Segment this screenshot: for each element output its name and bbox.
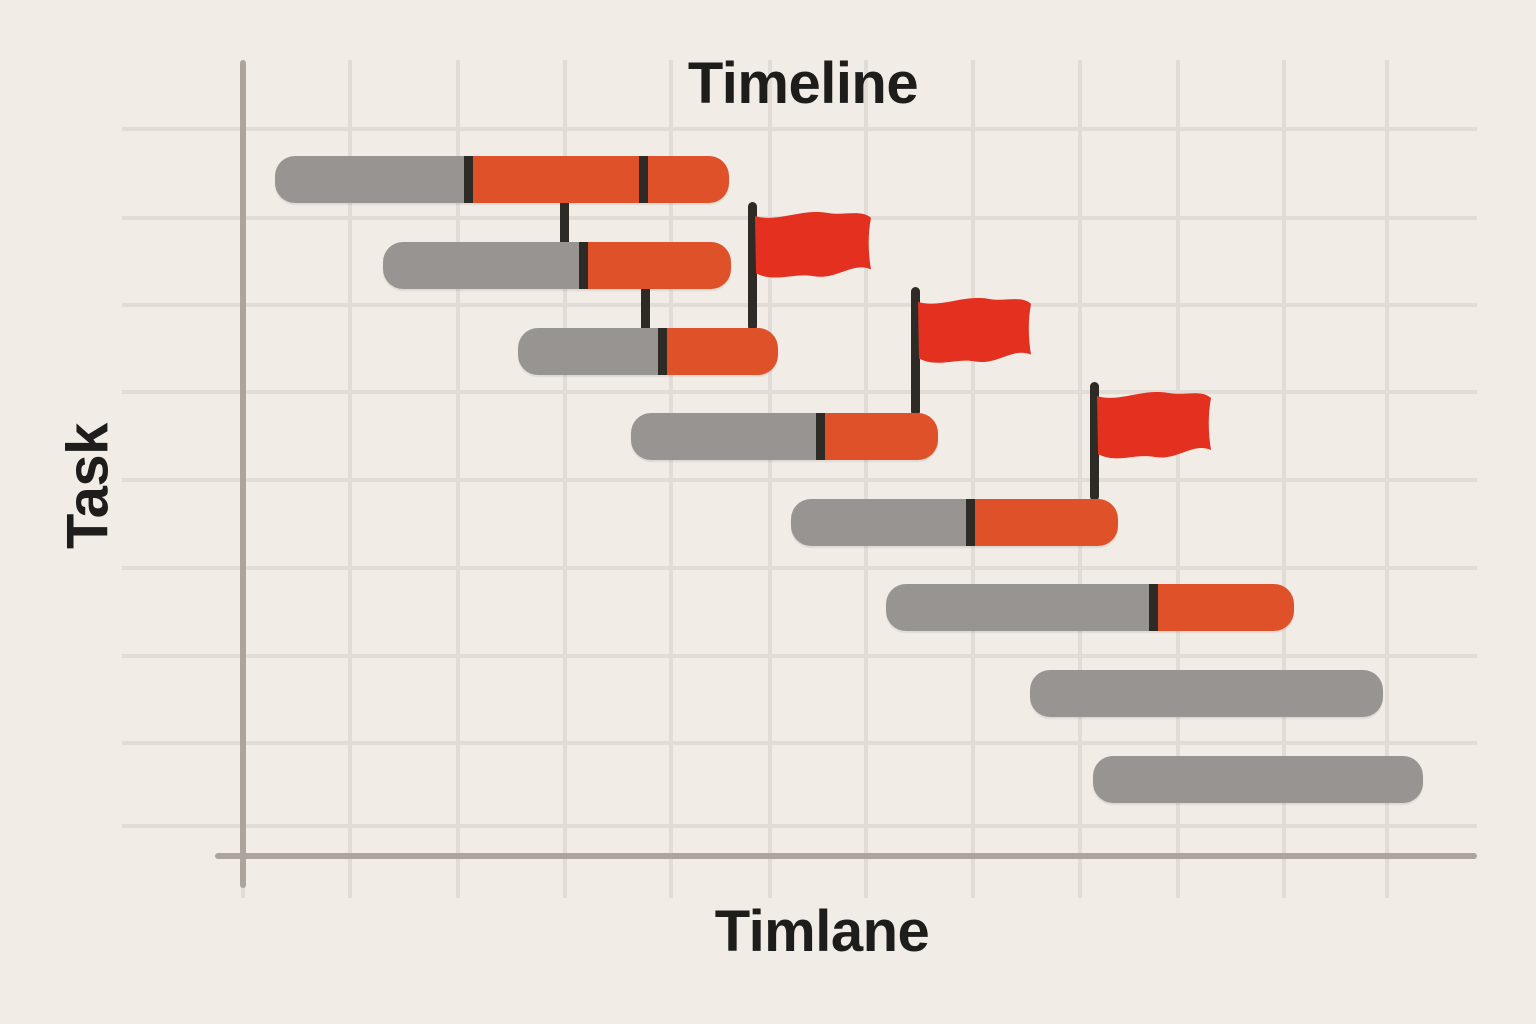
bar-segment-complete	[1030, 670, 1383, 717]
grid-line-horizontal	[122, 824, 1477, 828]
task-bar	[886, 584, 1294, 631]
segment-divider	[639, 156, 648, 203]
chart-title: Timeline	[687, 51, 919, 116]
bar-segment-complete	[383, 242, 579, 289]
milestone-flag-icon	[918, 298, 1033, 381]
bar-segment-active	[1158, 584, 1294, 631]
grid-line-horizontal	[122, 566, 1477, 570]
bar-segment-complete	[631, 413, 816, 460]
y-axis-line	[240, 60, 246, 888]
x-axis-line	[215, 853, 1477, 859]
bar-segment-active	[473, 156, 639, 203]
task-bar	[1030, 670, 1383, 717]
bar-segment-complete	[886, 584, 1149, 631]
milestone-pole	[748, 202, 757, 331]
grid-line-horizontal	[122, 654, 1477, 658]
bar-segment-complete	[518, 328, 658, 375]
bar-segment-active	[667, 328, 778, 375]
bar-segment-active	[588, 242, 731, 289]
segment-divider	[579, 242, 588, 289]
milestone-pole	[1090, 382, 1099, 501]
y-axis-label: Task	[55, 423, 121, 549]
grid-line-horizontal	[122, 390, 1477, 394]
task-bar	[631, 413, 938, 460]
task-bar	[383, 242, 731, 289]
task-bar	[518, 328, 778, 375]
bar-segment-complete	[791, 499, 966, 546]
segment-divider	[1149, 584, 1158, 631]
grid-line-horizontal	[122, 741, 1477, 745]
dependency-connector	[641, 285, 650, 332]
bar-segment-complete	[275, 156, 464, 203]
task-bar	[1093, 756, 1423, 803]
task-bar	[791, 499, 1118, 546]
milestone-pole	[911, 287, 920, 416]
bar-segment-complete	[1093, 756, 1423, 803]
grid-line-horizontal	[122, 127, 1477, 131]
grid-line-horizontal	[122, 303, 1477, 307]
segment-divider	[816, 413, 825, 460]
task-bar	[275, 156, 729, 203]
bar-segment-active	[648, 156, 729, 203]
segment-divider	[658, 328, 667, 375]
segment-divider	[464, 156, 473, 203]
milestone-flag-icon	[755, 212, 873, 296]
bar-segment-active	[825, 413, 938, 460]
dependency-connector	[560, 199, 569, 246]
x-axis-label: Timlane	[714, 899, 930, 964]
segment-divider	[966, 499, 975, 546]
bar-segment-active	[975, 499, 1118, 546]
milestone-flag-icon	[1097, 392, 1213, 477]
grid-line-horizontal	[122, 478, 1477, 482]
